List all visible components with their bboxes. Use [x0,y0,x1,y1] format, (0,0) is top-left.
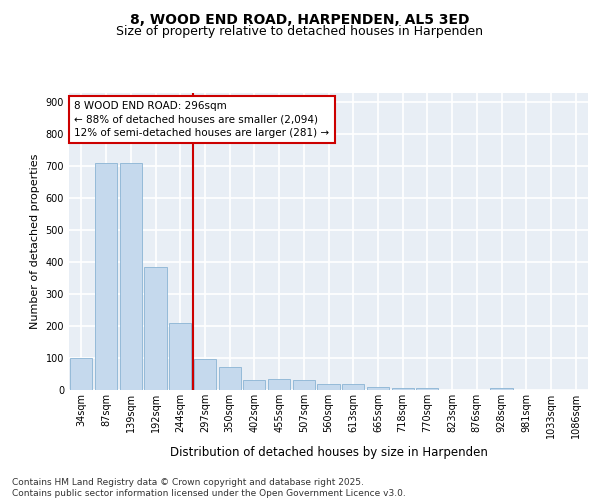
Text: 8, WOOD END ROAD, HARPENDEN, AL5 3ED: 8, WOOD END ROAD, HARPENDEN, AL5 3ED [130,12,470,26]
Text: Size of property relative to detached houses in Harpenden: Size of property relative to detached ho… [116,25,484,38]
Bar [119,163,142,390]
Bar [169,323,191,390]
Bar [293,380,315,390]
Bar [490,388,512,390]
Bar [392,388,414,390]
Text: 8 WOOD END ROAD: 296sqm
← 88% of detached houses are smaller (2,094)
12% of semi: 8 WOOD END ROAD: 296sqm ← 88% of detache… [74,102,329,138]
Bar [317,384,340,390]
Bar [416,388,439,390]
Bar [243,380,265,390]
Bar [145,268,167,390]
Bar [95,163,117,390]
Bar [194,358,216,390]
X-axis label: Distribution of detached houses by size in Harpenden: Distribution of detached houses by size … [170,446,487,460]
Bar [268,380,290,390]
Bar [367,387,389,390]
Text: Contains HM Land Registry data © Crown copyright and database right 2025.
Contai: Contains HM Land Registry data © Crown c… [12,478,406,498]
Bar [218,366,241,390]
Bar [70,358,92,390]
Y-axis label: Number of detached properties: Number of detached properties [30,154,40,329]
Bar [342,384,364,390]
